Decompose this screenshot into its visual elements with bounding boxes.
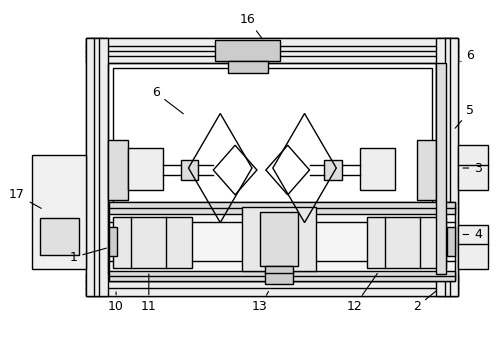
Bar [437,38,458,296]
Bar [437,63,447,274]
Text: 6: 6 [152,86,183,114]
Bar [40,218,79,255]
Bar [86,274,458,296]
Text: 1: 1 [69,248,106,264]
Bar [242,207,316,271]
Text: 3: 3 [463,162,482,174]
Bar [128,148,163,190]
Bar [108,140,128,200]
Text: 16: 16 [240,13,262,39]
Bar [109,271,455,281]
Bar [113,217,193,268]
Bar [109,202,455,214]
Bar [215,40,280,61]
Bar [181,160,199,180]
Bar [108,63,437,274]
Text: 4: 4 [463,228,482,241]
Text: 13: 13 [252,291,268,313]
Bar [324,160,342,180]
Bar [417,140,437,200]
Bar [86,38,458,296]
Bar [360,148,395,190]
Bar [448,227,455,256]
Bar [458,145,488,190]
Text: 2: 2 [413,291,436,313]
Text: 12: 12 [346,273,377,313]
Text: 6: 6 [461,50,474,63]
Bar [265,266,292,284]
Bar [367,217,447,268]
Text: 11: 11 [141,274,157,313]
Bar [86,38,108,296]
Bar [458,225,488,269]
Text: 10: 10 [108,292,124,313]
Text: 17: 17 [9,188,41,208]
Bar [260,212,297,266]
Bar [86,38,458,63]
Bar [109,227,117,256]
Text: 5: 5 [455,104,474,128]
Bar [109,202,455,281]
Bar [228,61,268,73]
Bar [113,68,432,269]
Bar [32,155,86,269]
